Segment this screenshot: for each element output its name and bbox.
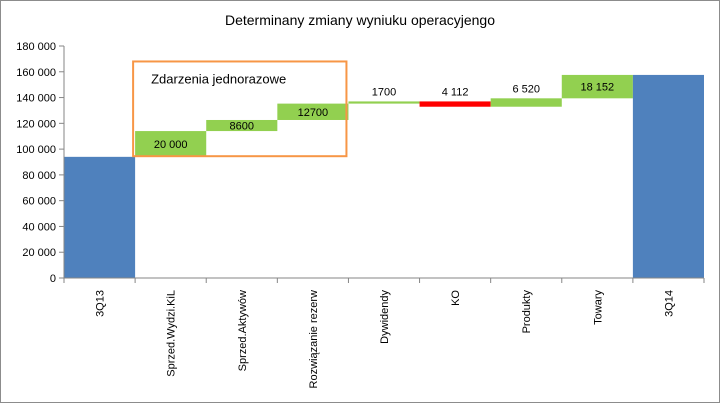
bar-1 (64, 156, 136, 278)
bar-5 (348, 101, 420, 104)
y-tick-label-9: 180 000 (16, 41, 56, 53)
bar-7 (490, 98, 562, 107)
axes-group: 0 20 000 40 000 60 000 80 000 100 000 120 000 1… (16, 41, 705, 388)
y-tick-label-6: 120 000 (16, 118, 56, 130)
data-label-5: 1700 (372, 86, 396, 98)
data-label-8: 18 152 (581, 82, 615, 94)
data-label-3: 8600 (230, 121, 254, 133)
data-label-7: 6 520 (512, 83, 540, 95)
x-category-label-4: Rozwiązanie rezerw (308, 290, 320, 388)
bars-group (64, 74, 704, 278)
x-category-label-6: KO (450, 290, 462, 306)
bar-6 (419, 101, 491, 107)
y-tick-label-1: 20 000 (22, 247, 56, 259)
y-tick-label-2: 40 000 (22, 221, 56, 233)
x-category-label-2: Sprzed.Wydzi.KiL (166, 290, 178, 377)
annotation-label: Zdarzenia jednorazowe (151, 71, 286, 86)
y-tick-label-5: 100 000 (16, 144, 56, 156)
data-labels-group: 20 000 8600 12700 1700 4 112 6 520 18 152 (154, 82, 614, 151)
x-category-label-8: Towary (592, 290, 604, 325)
y-tick-label-0: 0 (50, 273, 56, 285)
chart-title: Determinany zmiany wyniuku operacyjengo (225, 12, 495, 28)
x-category-label-5: Dywidendy (379, 290, 391, 344)
bar-9 (632, 74, 704, 278)
x-category-label-3: Sprzed.Aktywów (237, 290, 249, 371)
bar-3 (206, 119, 278, 132)
x-category-label-9: 3Q14 (663, 290, 675, 317)
y-tick-label-3: 60 000 (22, 196, 56, 208)
data-label-2: 20 000 (154, 139, 188, 151)
y-tick-label-7: 140 000 (16, 93, 56, 105)
bar-2 (135, 131, 207, 157)
annotation-box (132, 60, 348, 158)
y-tick-label-4: 80 000 (22, 170, 56, 182)
bar-8 (561, 74, 633, 99)
annotation-group: Zdarzenia jednorazowe (132, 60, 348, 158)
data-label-6: 4 112 (442, 86, 469, 98)
y-tick-label-8: 160 000 (16, 67, 56, 79)
bar-4 (277, 103, 349, 120)
x-category-label-1: 3Q13 (95, 290, 107, 317)
data-label-4: 12700 (298, 107, 329, 119)
x-category-label-7: Produkty (521, 290, 533, 334)
